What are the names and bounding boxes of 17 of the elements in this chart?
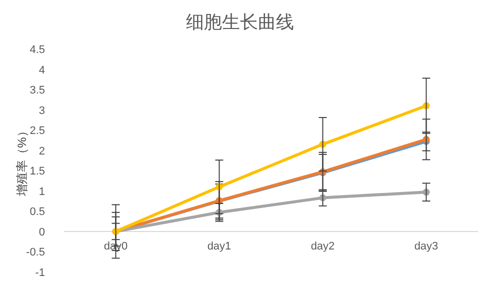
y-tick-label: 1.5 [30, 166, 45, 178]
y-tick-label: 3.5 [30, 84, 45, 97]
x-tick-label: day2 [310, 240, 335, 252]
y-tick-label: 2 [38, 145, 45, 158]
chart-title: 细胞生长曲线 [186, 12, 294, 32]
y-tick-label: 4.5 [30, 44, 45, 56]
y-tick-label: 0 [38, 226, 45, 238]
y-tick-label: -1 [35, 267, 45, 279]
x-tick-label: day3 [414, 240, 438, 252]
y-tick-label: 3 [38, 104, 45, 117]
y-tick-label: 2.5 [30, 125, 45, 138]
y-tick-label: -0.5 [26, 246, 45, 259]
y-tick-label: 4 [38, 64, 45, 76]
y-axis-title: 增殖率（%） [15, 125, 29, 197]
y-tick-label: 0.5 [30, 206, 45, 218]
x-tick-label: day1 [207, 240, 232, 252]
y-tick-label: 1 [38, 186, 45, 198]
